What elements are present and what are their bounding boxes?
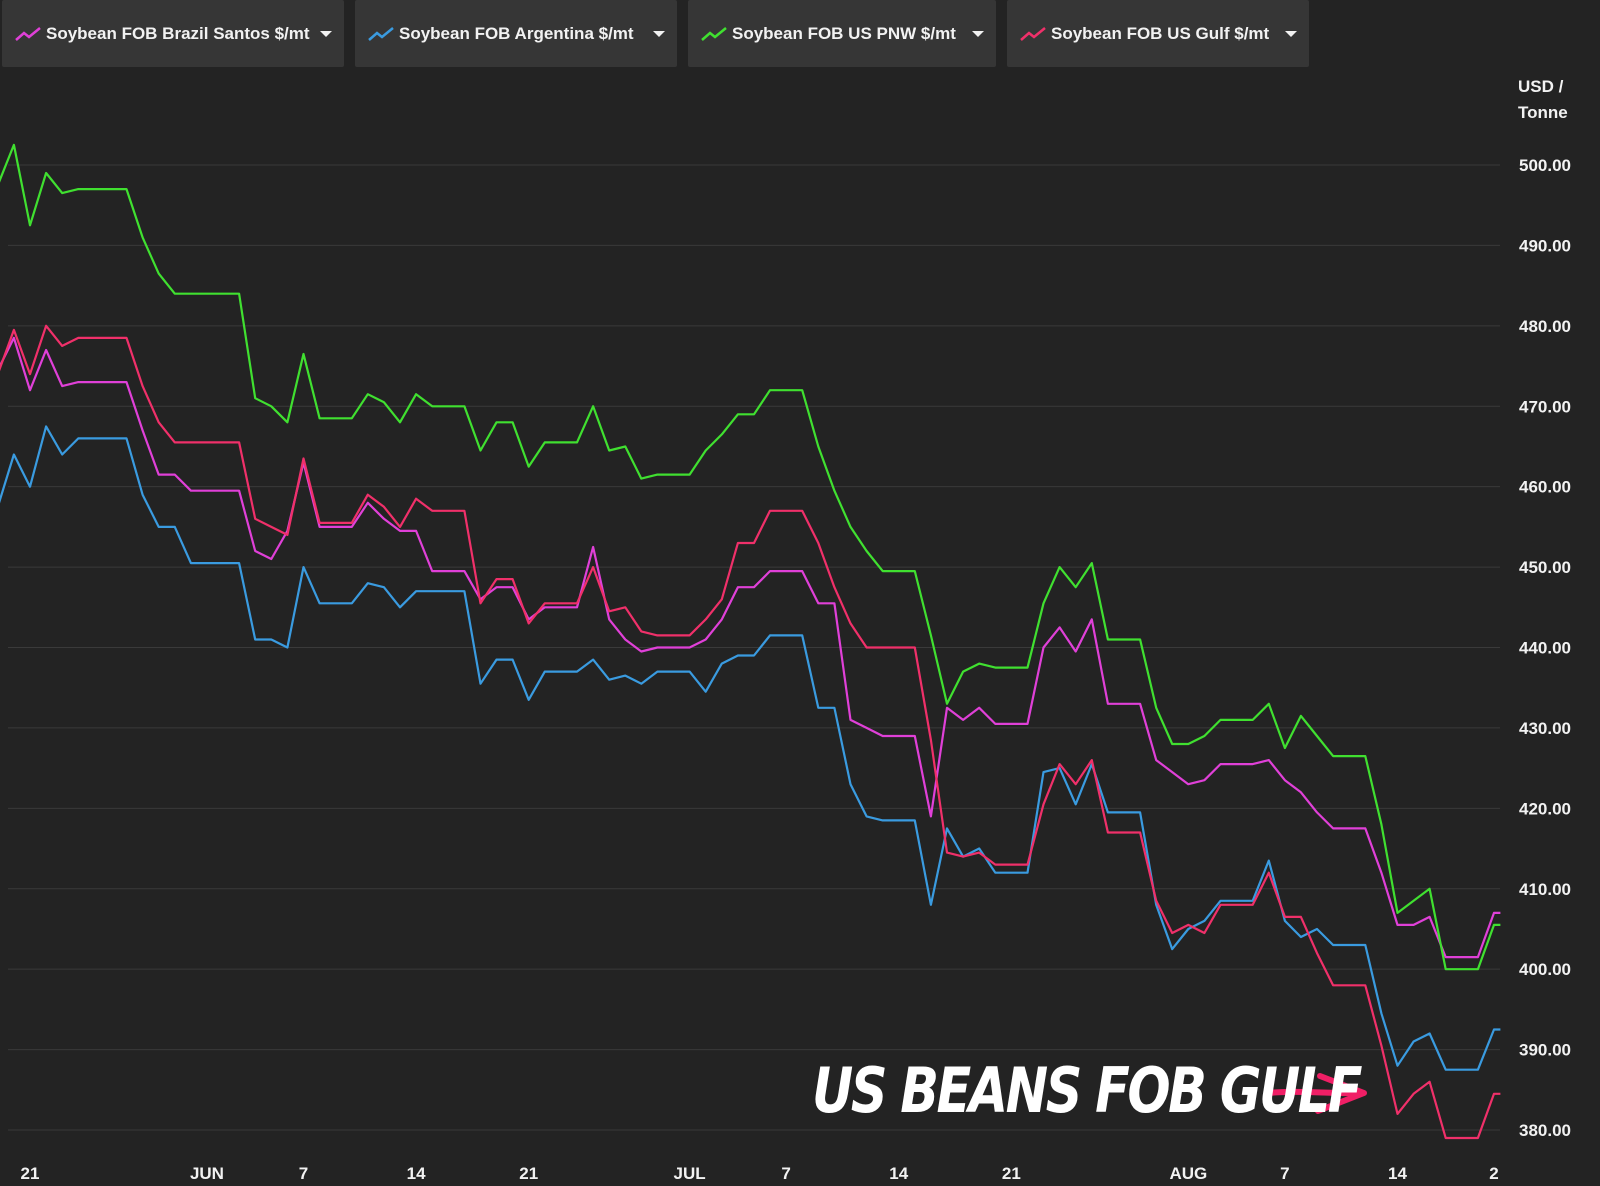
legend-item-us-pnw[interactable]: Soybean FOB US PNW $/mt xyxy=(688,0,996,67)
callout-arrow xyxy=(1265,1073,1367,1114)
y-tick-label: 440.00 xyxy=(1519,639,1571,658)
legend-swatch xyxy=(1020,26,1046,41)
y-tick-label: 390.00 xyxy=(1519,1041,1571,1060)
series-line xyxy=(0,336,1501,959)
y-tick-label: 430.00 xyxy=(1519,719,1571,738)
legend-label: Soybean FOB US PNW $/mt xyxy=(732,23,956,43)
annotation-callout: US BEANS FOB GULF xyxy=(812,1054,1362,1127)
y-tick-label: 380.00 xyxy=(1519,1121,1571,1140)
y-tick-label: 460.00 xyxy=(1519,478,1571,497)
series-line xyxy=(0,324,1501,1140)
x-tick-label: 21 xyxy=(1002,1164,1021,1183)
series-line xyxy=(0,143,1501,971)
y-tick-label: 480.00 xyxy=(1519,317,1571,336)
series-lines xyxy=(0,143,1501,1140)
chevron-down-icon[interactable] xyxy=(653,30,665,37)
arrow-shaft xyxy=(1265,1088,1365,1097)
chevron-down-icon[interactable] xyxy=(320,30,332,37)
y-tick-label: 450.00 xyxy=(1519,558,1571,577)
legend-label: Soybean FOB Brazil Santos $/mt xyxy=(46,23,310,43)
chevron-down-icon[interactable] xyxy=(972,30,984,37)
y-tick-label: 400.00 xyxy=(1519,960,1571,979)
x-tick-label: 7 xyxy=(299,1164,308,1183)
x-tick-label: 14 xyxy=(407,1164,426,1183)
legend-item-us-gulf[interactable]: Soybean FOB US Gulf $/mt xyxy=(1007,0,1309,67)
x-tick-label: 21 xyxy=(519,1164,538,1183)
chevron-down-icon[interactable] xyxy=(1285,30,1297,37)
x-tick-label: JUL xyxy=(674,1164,706,1183)
line-chart-icon xyxy=(701,26,727,41)
y-axis-ticks: 380.00 390.00 400.00 410.00 420.00 430.00 440.… xyxy=(1519,156,1571,1140)
y-tick-label: 490.00 xyxy=(1519,236,1571,255)
legend-swatch xyxy=(368,26,394,41)
x-tick-label: 7 xyxy=(781,1164,790,1183)
x-tick-label: 2 xyxy=(1489,1164,1498,1183)
legend-swatch xyxy=(701,26,727,41)
y-tick-label: 420.00 xyxy=(1519,799,1571,818)
legend-item-argentina[interactable]: Soybean FOB Argentina $/mt xyxy=(355,0,677,67)
arrow-head xyxy=(1315,1073,1367,1114)
legend-label: Soybean FOB Argentina $/mt xyxy=(399,23,634,43)
gridlines xyxy=(8,164,1500,1131)
x-tick-label: 14 xyxy=(889,1164,908,1183)
line-chart-icon xyxy=(368,26,394,41)
x-tick-label: 21 xyxy=(21,1164,40,1183)
x-tick-label: AUG xyxy=(1169,1164,1207,1183)
x-tick-label: JUN xyxy=(190,1164,224,1183)
y-tick-label: 470.00 xyxy=(1519,397,1571,416)
x-tick-label: 7 xyxy=(1280,1164,1289,1183)
legend-swatch xyxy=(15,26,41,41)
line-chart-icon xyxy=(15,26,41,41)
y-axis-unit-label: USD / Tonne xyxy=(1518,77,1568,122)
y-tick-label: 410.00 xyxy=(1519,880,1571,899)
y-tick-label: 500.00 xyxy=(1519,156,1571,175)
series-line xyxy=(0,425,1501,1071)
x-axis-ticks: 21 JUN 7 14 21 JUL 7 14 21 AUG 7 14 2 xyxy=(21,1164,1499,1183)
line-chart-icon xyxy=(1020,26,1046,41)
x-tick-label: 14 xyxy=(1388,1164,1407,1183)
legend-label: Soybean FOB US Gulf $/mt xyxy=(1051,23,1270,43)
legend-item-brazil-santos[interactable]: Soybean FOB Brazil Santos $/mt xyxy=(2,0,344,67)
